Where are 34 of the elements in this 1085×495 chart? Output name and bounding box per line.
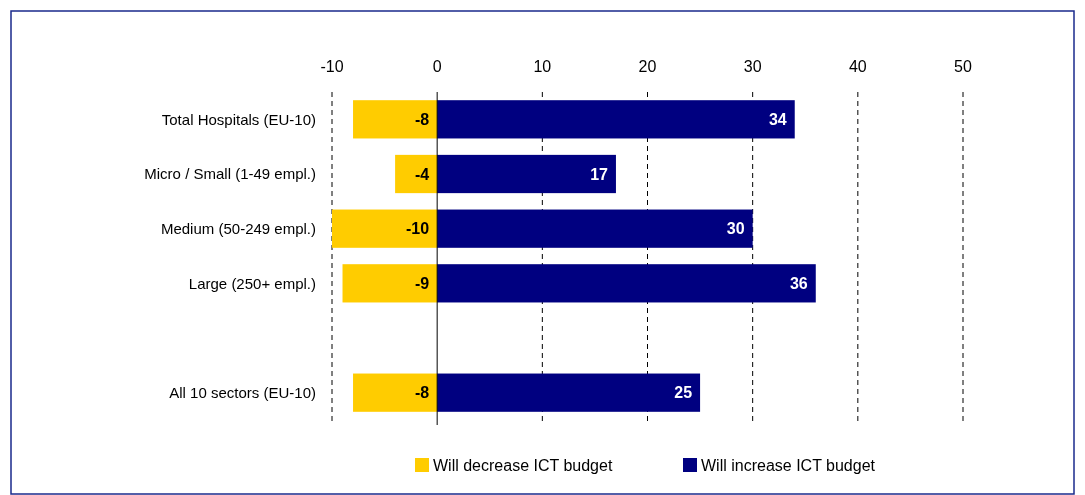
- legend-label: Will increase ICT budget: [701, 456, 876, 474]
- y-tick-label: Micro / Small (1-49 empl.): [144, 165, 316, 183]
- x-tick-label: 10: [533, 58, 552, 75]
- data-label: -4: [414, 165, 430, 183]
- x-tick-label: 40: [848, 58, 867, 75]
- bar: [353, 373, 438, 412]
- x-tick-label: 50: [954, 58, 972, 75]
- x-tick-label: 0: [432, 58, 442, 75]
- y-tick-label: Medium (50-249 empl.): [160, 219, 316, 237]
- data-label: 36: [789, 274, 808, 292]
- data-label: -10: [406, 220, 430, 238]
- x-tick-label: -10: [320, 58, 344, 75]
- bar: [395, 154, 438, 194]
- x-tick-label: 20: [638, 58, 657, 75]
- data-label: -8: [414, 384, 430, 402]
- bar: [437, 100, 795, 139]
- bar: [342, 264, 438, 303]
- data-label: 25: [674, 384, 693, 402]
- bar: [437, 154, 616, 194]
- data-label: 30: [726, 220, 745, 238]
- data-label: -9: [414, 274, 430, 292]
- bar: [353, 100, 438, 139]
- x-tick-label: 30: [743, 58, 762, 75]
- bar: [437, 264, 816, 303]
- bar: [437, 209, 753, 248]
- legend-label: Will decrease ICT budget: [433, 456, 613, 474]
- y-tick-label: Total Hospitals (EU-10): [161, 110, 316, 128]
- data-label: 17: [590, 165, 609, 183]
- data-label: -8: [414, 110, 430, 128]
- data-label: 34: [768, 110, 787, 128]
- y-tick-label: All 10 sectors (EU-10): [169, 383, 316, 401]
- bar: [332, 209, 438, 248]
- bar: [437, 373, 701, 412]
- y-tick-label: Large (250+ empl.): [188, 274, 316, 292]
